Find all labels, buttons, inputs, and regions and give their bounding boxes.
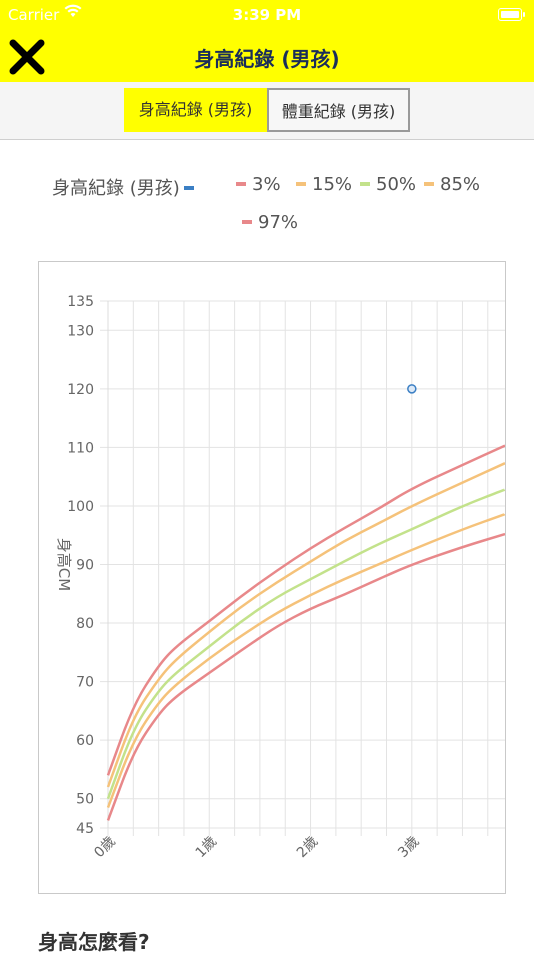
- section-title: 身高怎麼看?: [38, 930, 150, 954]
- data-point-record: [407, 384, 417, 394]
- x-tick-label: 0歲: [91, 834, 119, 862]
- legend-swatch-p50: [360, 181, 370, 186]
- chart-card: 45 50 60 70 80 90 100 110 120 130 135 身高CM 0歲 1歲 2歲 3歲: [38, 261, 506, 894]
- height-chart: 45 50 60 70 80 90 100 110 120 130 135 身高CM 0歲 1歲 2歲 3歲: [55, 294, 506, 862]
- y-tick-label: 90: [76, 558, 94, 574]
- y-tick-label: 45: [76, 821, 94, 837]
- legend-item-p50[interactable]: 50%: [360, 174, 416, 195]
- legend-item-p85[interactable]: 85%: [424, 174, 480, 195]
- battery-icon: [498, 8, 525, 21]
- y-tick-label: 110: [67, 440, 94, 456]
- page-title: 身高紀錄 (男孩): [194, 47, 340, 71]
- legend-label-p3: 3%: [252, 174, 281, 195]
- legend-swatch-p15: [296, 181, 306, 186]
- y-tick-label: 80: [76, 616, 94, 632]
- series-line-97pct: [106, 444, 506, 776]
- y-tick-label: 130: [67, 323, 94, 339]
- x-tick-label: 2歲: [294, 834, 322, 862]
- series-line-50pct: [106, 488, 506, 800]
- legend-swatch-p97: [242, 219, 252, 224]
- y-tick-label: 50: [76, 792, 94, 808]
- legend-label-record: 身高紀錄 (男孩): [52, 178, 180, 199]
- segmented-control: 身高紀錄 (男孩) 體重紀錄 (男孩): [0, 82, 534, 140]
- series-line-15pct: [106, 512, 506, 808]
- y-tick-label: 60: [76, 733, 94, 749]
- legend-swatch-p85: [424, 181, 434, 186]
- y-tick-label: 70: [76, 675, 94, 691]
- y-tick-label: 135: [67, 294, 94, 310]
- legend-item-p97[interactable]: 97%: [242, 212, 298, 233]
- close-button[interactable]: [8, 38, 46, 76]
- series-line-85pct: [106, 462, 506, 788]
- tab-height-record[interactable]: 身高紀錄 (男孩): [124, 88, 267, 132]
- tab-weight-record[interactable]: 體重紀錄 (男孩): [267, 88, 410, 132]
- close-icon: [9, 39, 45, 75]
- series-line-3pct: [106, 532, 506, 821]
- legend-item-p3[interactable]: 3%: [236, 174, 281, 195]
- legend-label-p97: 97%: [258, 212, 299, 233]
- legend-label-p85: 85%: [440, 174, 481, 195]
- legend-swatch-record: [183, 185, 194, 190]
- nav-bar: 身高紀錄 (男孩): [0, 30, 534, 82]
- status-bar: Carrier 3:39 PM: [0, 0, 534, 30]
- y-tick-label: 120: [67, 382, 94, 398]
- x-tick-label: 3歲: [395, 834, 423, 862]
- legend-label-p15: 15%: [312, 174, 353, 195]
- y-axis-label: 身高CM: [55, 538, 73, 591]
- wifi-icon: [64, 4, 82, 22]
- clock: 3:39 PM: [232, 6, 302, 24]
- legend-label-p50: 50%: [376, 174, 417, 195]
- x-tick-label: 1歲: [193, 834, 221, 862]
- carrier-label: Carrier: [8, 6, 60, 24]
- legend-item-record[interactable]: 身高紀錄 (男孩): [52, 174, 200, 200]
- y-tick-label: 100: [67, 499, 94, 515]
- legend-swatch-p3: [236, 181, 246, 186]
- legend-item-p15[interactable]: 15%: [296, 174, 352, 195]
